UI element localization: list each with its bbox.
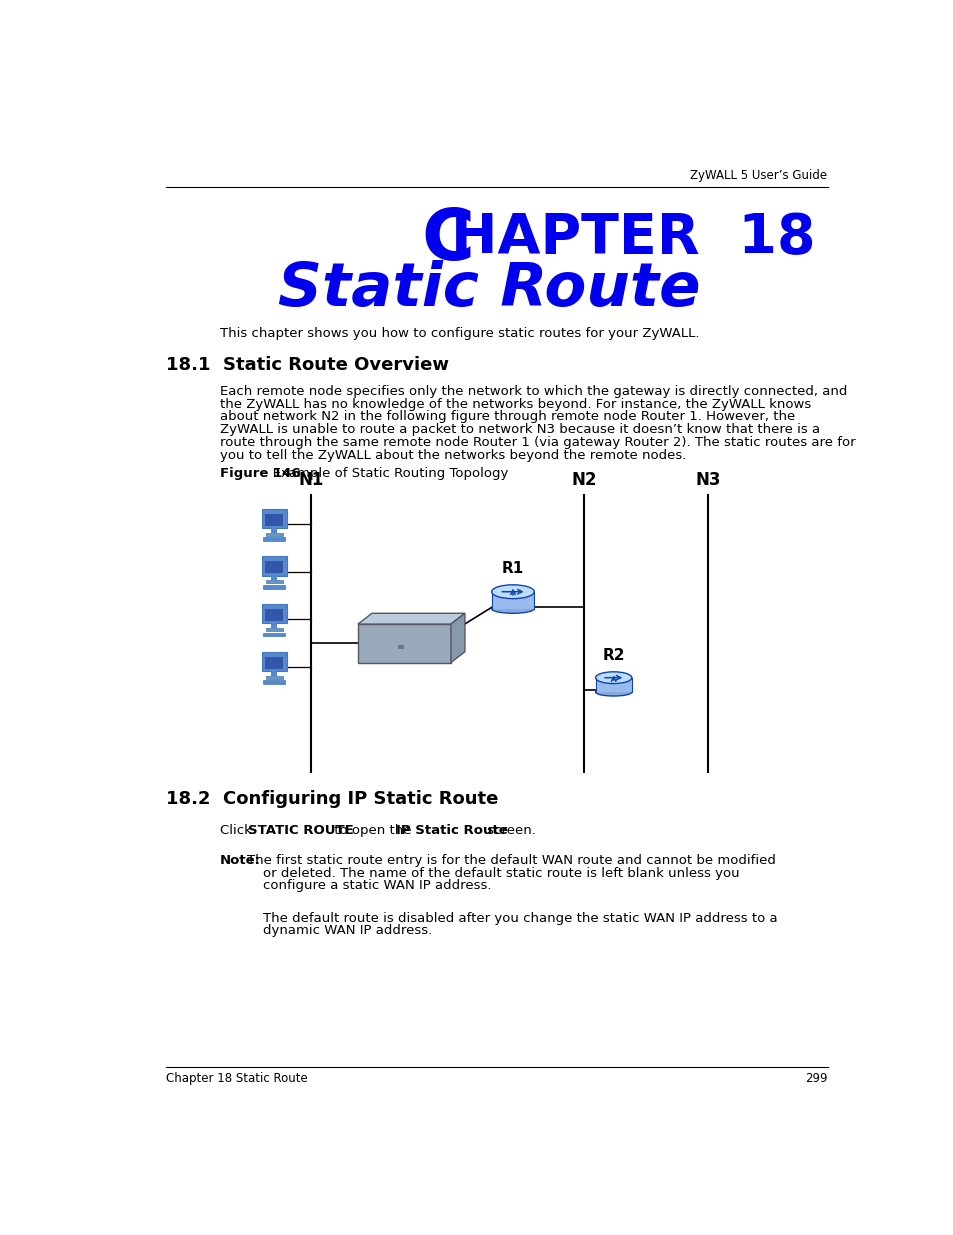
Bar [271,527,277,532]
Bar [357,624,451,662]
Bar [397,645,403,650]
Text: The first static route entry is for the default WAN route and cannot be modified: The first static route entry is for the … [247,853,775,867]
Text: dynamic WAN IP address.: dynamic WAN IP address. [262,925,432,937]
Ellipse shape [491,604,534,614]
Bar [265,514,283,526]
Bar [261,652,286,671]
Text: R1: R1 [501,561,523,576]
Text: Figure 146: Figure 146 [220,467,300,479]
Text: Example of Static Routing Topology: Example of Static Routing Topology [260,467,508,479]
Bar [265,657,283,668]
Ellipse shape [595,672,631,684]
Bar [271,624,277,629]
Bar [271,576,277,580]
Bar [263,680,285,684]
Bar [263,632,285,636]
Text: Each remote node specifies only the network to which the gateway is directly con: Each remote node specifies only the netw… [220,385,846,398]
Text: 18.1  Static Route Overview: 18.1 Static Route Overview [166,357,448,374]
Polygon shape [451,614,464,662]
Text: IP Static Route: IP Static Route [396,824,508,837]
Bar [595,678,631,692]
Text: ZyWALL is unable to route a packet to network N3 because it doesn’t know that th: ZyWALL is unable to route a packet to ne… [220,424,820,436]
Text: to open the: to open the [330,824,416,837]
Text: screen.: screen. [482,824,536,837]
Bar [265,561,283,573]
Text: the ZyWALL has no knowledge of the networks beyond. For instance, the ZyWALL kno: the ZyWALL has no knowledge of the netwo… [220,398,810,411]
Text: Static Route: Static Route [277,259,700,319]
Bar [265,580,283,583]
Text: N1: N1 [298,472,324,489]
Bar [263,537,285,541]
Text: route through the same remote node Router 1 (via gateway Router 2). The static r: route through the same remote node Route… [220,436,855,448]
Text: 299: 299 [804,1072,827,1084]
Text: This chapter shows you how to configure static routes for your ZyWALL.: This chapter shows you how to configure … [220,326,699,340]
Bar [491,592,534,609]
Ellipse shape [491,585,534,599]
Text: N3: N3 [695,472,720,489]
Text: ZyWALL 5 User’s Guide: ZyWALL 5 User’s Guide [690,169,827,183]
Ellipse shape [595,688,631,697]
Text: or deleted. The name of the default static route is left blank unless you: or deleted. The name of the default stat… [262,867,739,879]
Bar [271,671,277,676]
Text: you to tell the ZyWALL about the networks beyond the remote nodes.: you to tell the ZyWALL about the network… [220,448,685,462]
Bar [265,629,283,631]
Text: C: C [421,206,474,275]
Text: N2: N2 [571,472,597,489]
Text: configure a static WAN IP address.: configure a static WAN IP address. [262,879,491,893]
Bar [263,585,285,589]
Text: 18.2  Configuring IP Static Route: 18.2 Configuring IP Static Route [166,790,497,808]
Polygon shape [357,614,464,624]
Bar [265,676,283,679]
Text: HAPTER  18: HAPTER 18 [451,211,815,266]
Text: Chapter 18 Static Route: Chapter 18 Static Route [166,1072,307,1084]
Text: Click: Click [220,824,255,837]
Bar [265,532,283,536]
Text: Note:: Note: [220,853,261,867]
Bar [261,604,286,624]
Bar [261,556,286,576]
Text: STATIC ROUTE: STATIC ROUTE [248,824,354,837]
Text: about network N2 in the following figure through remote node Router 1. However, : about network N2 in the following figure… [220,410,795,424]
Bar [261,509,286,527]
Text: The default route is disabled after you change the static WAN IP address to a: The default route is disabled after you … [262,911,777,925]
Bar [265,609,283,621]
Text: R2: R2 [601,647,624,662]
